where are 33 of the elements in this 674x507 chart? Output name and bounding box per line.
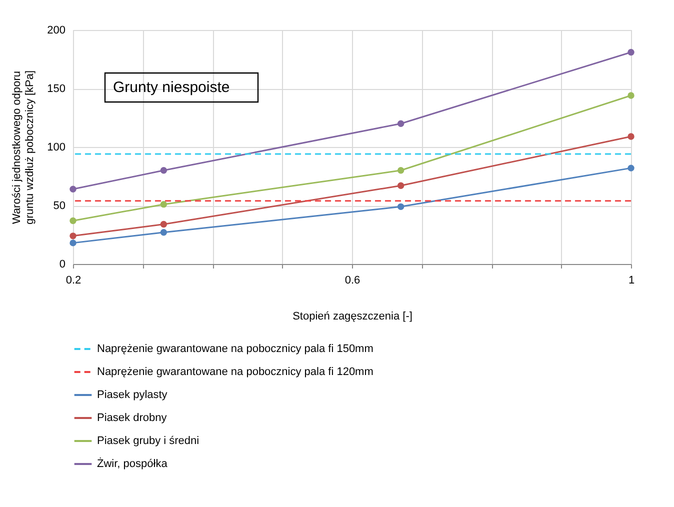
legend-label: Piasek pylasty bbox=[97, 389, 168, 401]
point bbox=[628, 48, 634, 56]
point bbox=[397, 203, 404, 210]
point bbox=[397, 167, 404, 174]
point bbox=[397, 120, 404, 127]
legend-label: Piasek drobny bbox=[97, 412, 168, 424]
point bbox=[70, 232, 76, 240]
point bbox=[628, 92, 634, 99]
y-tick-label: 0 bbox=[59, 258, 66, 270]
point bbox=[70, 186, 76, 192]
point bbox=[70, 217, 76, 224]
x-tick-label: 0.2 bbox=[66, 274, 82, 286]
point bbox=[397, 182, 404, 189]
point bbox=[70, 240, 76, 246]
point bbox=[628, 164, 634, 172]
legend-label: Piasek gruby i średni bbox=[97, 435, 200, 447]
y-axis-title: Warości jednostkowego odporu gruntu wzdłuż pobocznicy [kPa] bbox=[11, 70, 36, 225]
point bbox=[160, 220, 168, 228]
x-tick-label: 0.6 bbox=[344, 274, 360, 286]
legend-label: Naprężenie gwarantowane na pobocznicy pala fi 150mm bbox=[97, 343, 374, 355]
legend-label: Naprężenie gwarantowane na pobocznicy pala fi 120mm bbox=[97, 366, 374, 378]
y-tick-label: 200 bbox=[47, 24, 66, 36]
point bbox=[160, 200, 168, 208]
point bbox=[160, 229, 168, 236]
point bbox=[160, 167, 168, 174]
legend-label: Żwir, pospółka bbox=[97, 457, 168, 470]
y-tick-label: 50 bbox=[53, 200, 66, 212]
y-tick-label: 100 bbox=[47, 142, 66, 154]
annotation: Grunty niespoiste bbox=[113, 79, 230, 96]
y-tick-label: 150 bbox=[47, 83, 66, 95]
x-axis-title: Stopień zagęszczenia [-] bbox=[292, 310, 412, 322]
point bbox=[628, 133, 634, 140]
x-tick-label: 1 bbox=[628, 274, 635, 286]
